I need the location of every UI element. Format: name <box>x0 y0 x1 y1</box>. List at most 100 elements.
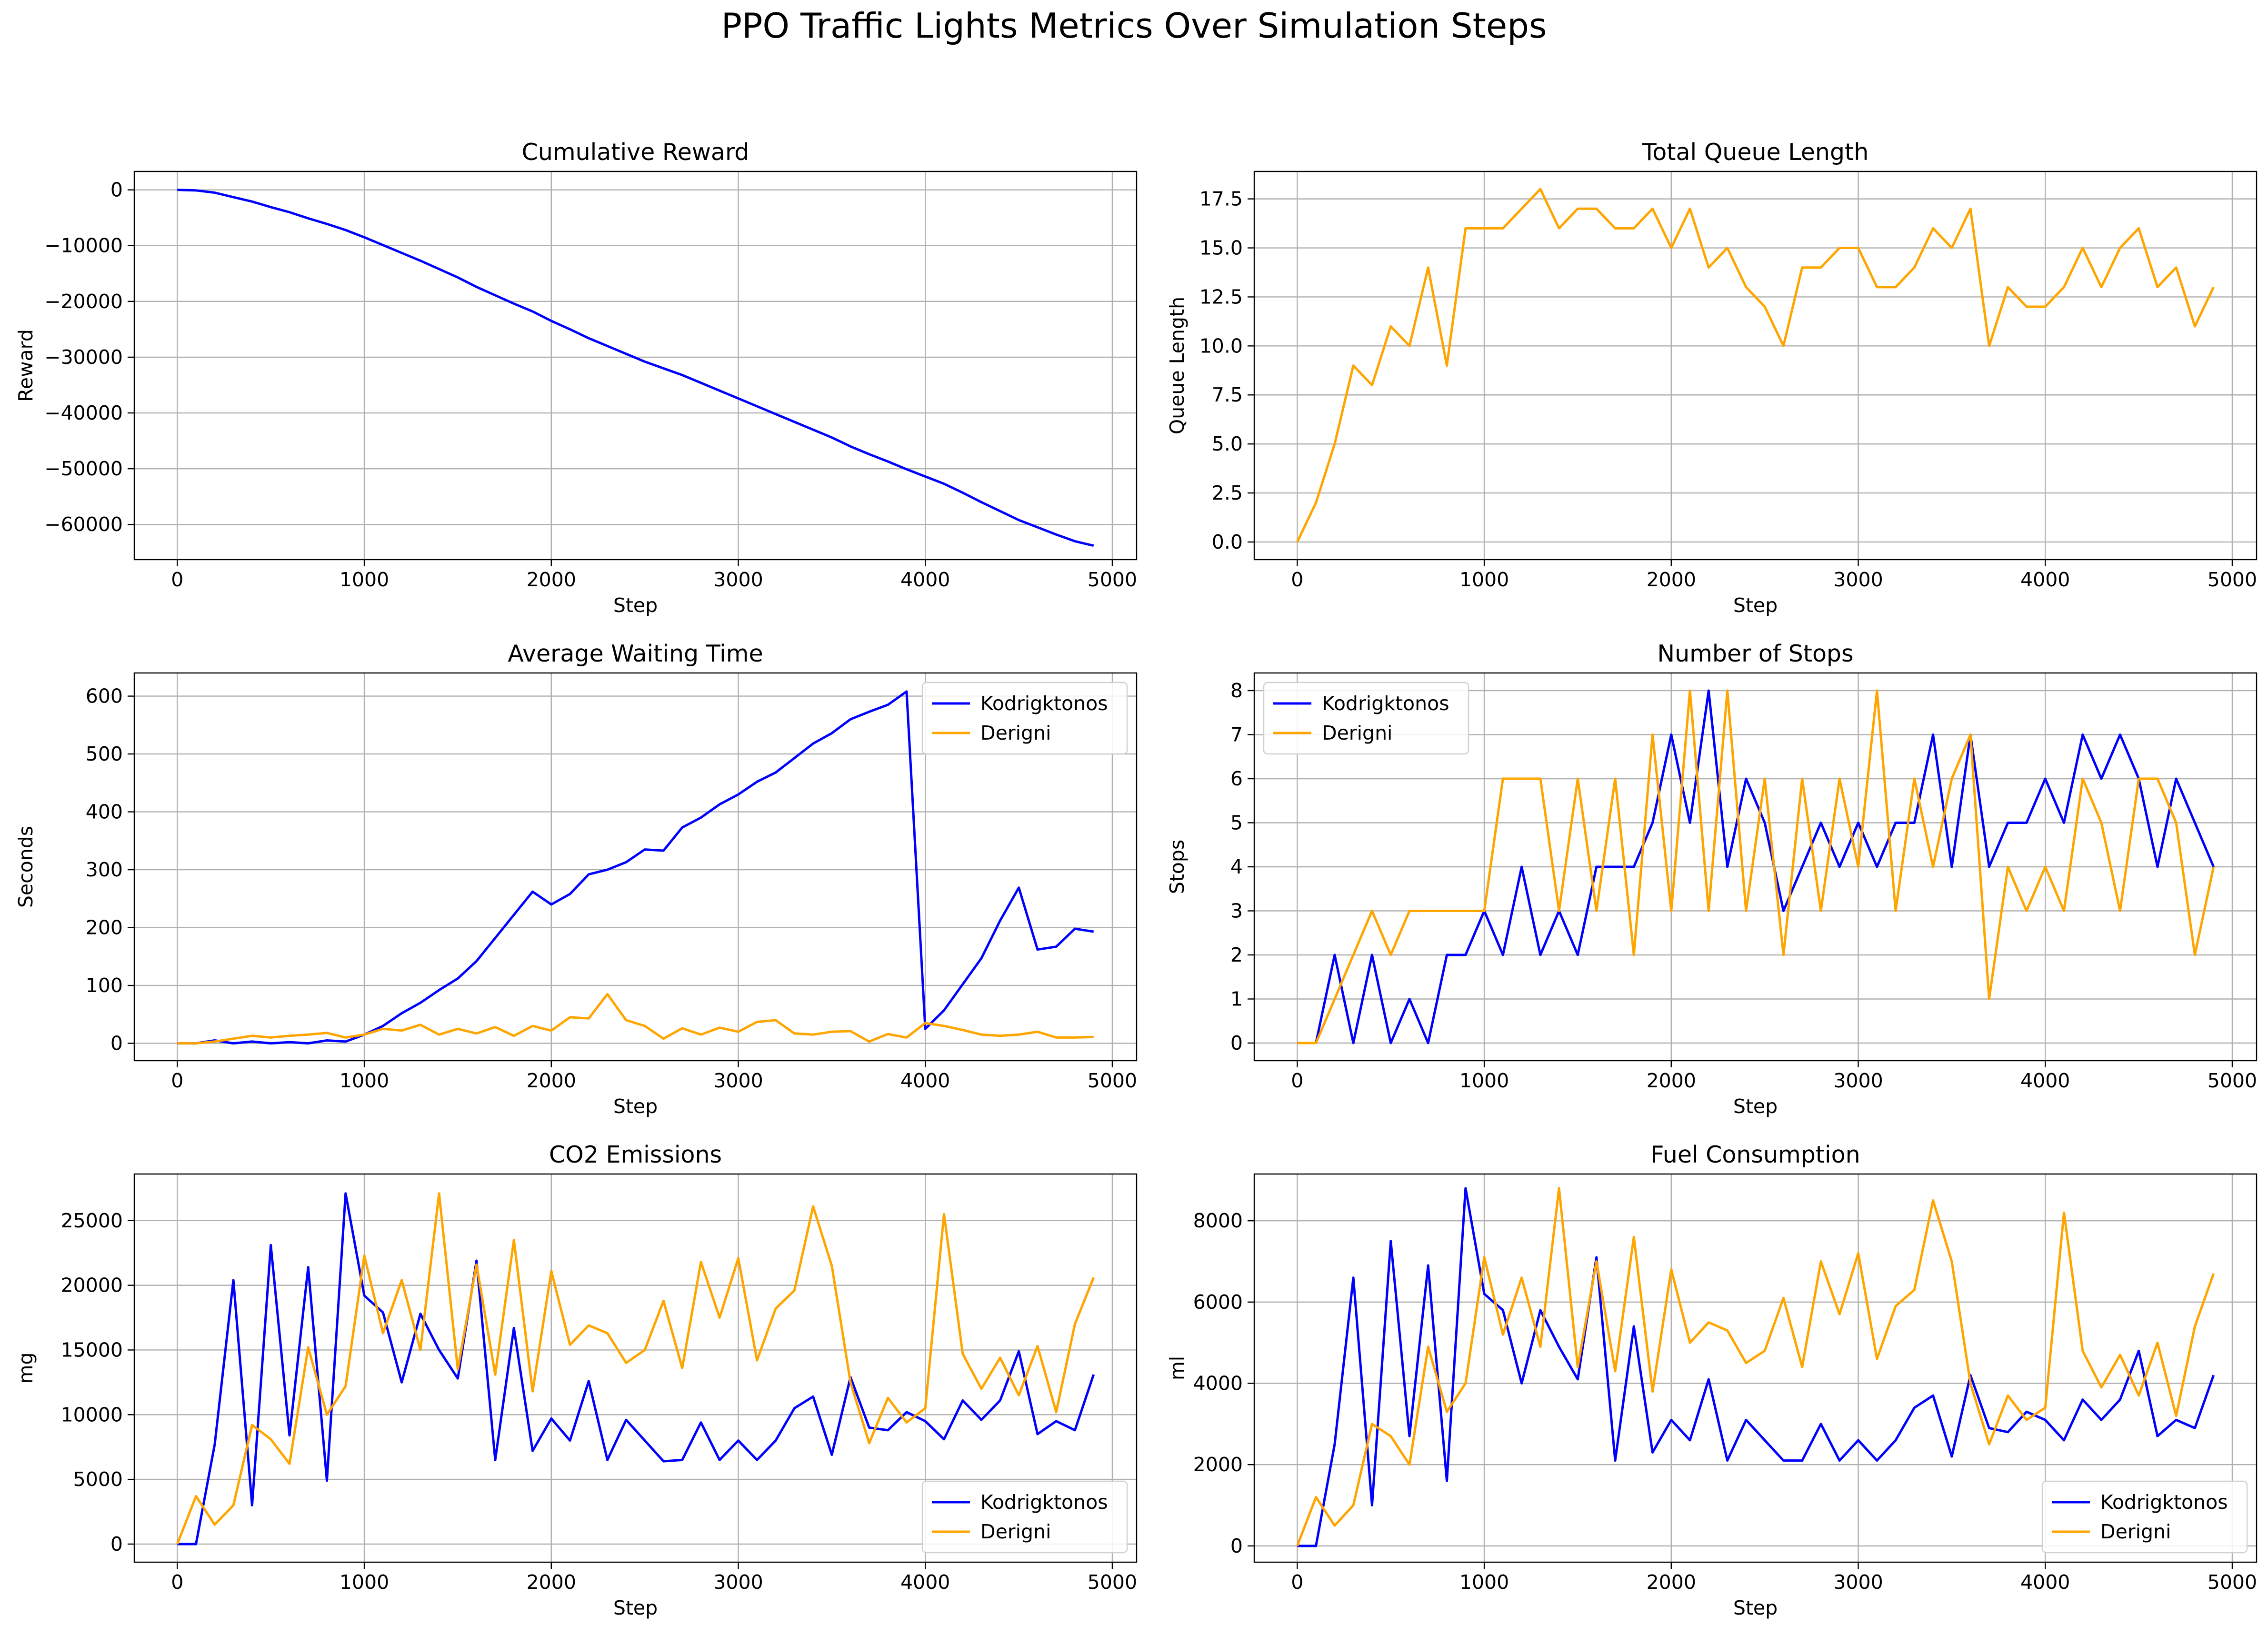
x-tick-label: 4000 <box>2020 1571 2070 1594</box>
y-axis-label: mg <box>14 1353 37 1384</box>
legend-label-kodrigktonos: Kodrigktonos <box>980 1491 1108 1514</box>
y-tick-label: 10000 <box>61 1403 123 1426</box>
panel-co2-emissions: 0 1000 2000 3000 4000 5000 0 5000 10000 15000 2000… <box>14 1141 1138 1619</box>
x-tick-label: 0 <box>1291 1069 1303 1092</box>
y-tick-label: 400 <box>86 801 123 823</box>
panel-title: Total Queue Length <box>1642 139 1869 166</box>
x-tick-label: 3000 <box>713 568 763 591</box>
x-axis-label: Step <box>1733 1095 1778 1118</box>
y-tick-label: 3 <box>1230 900 1243 923</box>
y-tick-label: 0 <box>110 1533 123 1556</box>
x-tick-label: 5000 <box>2208 1069 2257 1092</box>
panel-number-of-stops: 0 1000 2000 3000 4000 5000 0 1 2 3 4 5 6 7 8 Number of … <box>1166 640 2258 1118</box>
panel-title: Number of Stops <box>1657 640 1853 667</box>
x-tick-label: 3000 <box>713 1571 763 1594</box>
x-tick-label: 2000 <box>527 1069 576 1092</box>
panel-cumulative-reward: 0 1000 2000 3000 4000 5000 0 −10000 −20000 −30000… <box>14 139 1138 617</box>
series-line-kodrigktonos <box>177 690 1094 1045</box>
panel-title: Average Waiting Time <box>508 640 763 667</box>
y-tick-label: 25000 <box>61 1209 123 1232</box>
y-tick-label: 5000 <box>73 1468 123 1491</box>
x-tick-label: 2000 <box>1647 1069 1696 1092</box>
legend-box <box>921 682 1128 755</box>
y-tick-label: −50000 <box>44 457 123 480</box>
y-tick-label: 7.5 <box>1212 383 1243 406</box>
y-tick-label: 17.5 <box>1199 188 1243 211</box>
y-tick-label: 6 <box>1230 767 1243 790</box>
x-tick-label: 5000 <box>1088 1571 1137 1594</box>
y-axis-label: Stops <box>1166 840 1189 894</box>
panel-total-queue-length: 0 1000 2000 3000 4000 5000 0.0 2.5 5.0 7.5 10.0 12.… <box>1166 139 2258 617</box>
x-tick-label: 4000 <box>900 1069 950 1092</box>
series-line-main <box>1296 188 2215 543</box>
x-tick-label: 2000 <box>527 1571 576 1594</box>
y-tick-label: 15.0 <box>1199 237 1243 260</box>
y-axis-label: Reward <box>14 329 37 402</box>
plot-frame <box>133 672 1138 1062</box>
series-line-derigni <box>1297 689 2215 1044</box>
series-line-main <box>177 189 1094 547</box>
series-line-kodrigktonos <box>177 1192 1095 1546</box>
series-line-derigni <box>176 1192 1095 1545</box>
x-tick-label: 5000 <box>1088 1069 1137 1092</box>
y-tick-label: 10.0 <box>1199 334 1243 357</box>
x-tick-label: 1000 <box>1459 1069 1509 1092</box>
panel-title: Fuel Consumption <box>1650 1141 1860 1168</box>
y-tick-label: −20000 <box>44 290 123 313</box>
figure-title: PPO Traffic Lights Metrics Over Simulati… <box>721 6 1547 46</box>
panel-title: CO2 Emissions <box>549 1141 722 1168</box>
legend-box <box>1263 682 1469 755</box>
y-tick-label: 6000 <box>1193 1291 1243 1314</box>
y-tick-label: 7 <box>1230 723 1243 746</box>
legend-box <box>921 1480 1128 1554</box>
plot-frame <box>1253 1173 2258 1563</box>
legend: Kodrigktonos Derigni <box>1263 682 1469 755</box>
x-axis-label: Step <box>613 1095 658 1118</box>
x-tick-label: 5000 <box>1088 568 1137 591</box>
y-tick-label: 5.0 <box>1212 432 1243 455</box>
legend-label-derigni: Derigni <box>980 1520 1051 1543</box>
x-tick-label: 2000 <box>1647 568 1696 591</box>
y-tick-label: 8 <box>1230 679 1243 702</box>
panel-title: Cumulative Reward <box>522 139 749 166</box>
x-tick-label: 1000 <box>340 568 389 591</box>
legend: Kodrigktonos Derigni <box>921 1480 1128 1554</box>
y-tick-label: 2 <box>1230 943 1243 966</box>
y-tick-label: 200 <box>86 916 123 939</box>
legend: Kodrigktonos Derigni <box>2041 1480 2248 1554</box>
legend-label-derigni: Derigni <box>2100 1520 2171 1543</box>
y-tick-label: 100 <box>86 974 123 997</box>
y-tick-label: 2000 <box>1193 1453 1243 1476</box>
y-tick-label: 500 <box>86 743 123 765</box>
y-axis-label: Queue Length <box>1166 297 1189 434</box>
y-tick-label: −40000 <box>44 401 123 424</box>
x-tick-label: 0 <box>1291 568 1303 591</box>
chart-panels: 0 1000 2000 3000 4000 50000−10000−20000−30000… <box>14 139 2258 1619</box>
y-tick-label: 5 <box>1230 812 1243 834</box>
y-axis-label: Seconds <box>14 826 37 908</box>
y-tick-label: −10000 <box>44 234 123 257</box>
y-tick-label: −30000 <box>44 346 123 369</box>
legend-box <box>2041 1480 2248 1554</box>
x-tick-label: 1000 <box>340 1571 389 1594</box>
y-tick-label: 0 <box>1230 1535 1243 1557</box>
x-tick-label: 3000 <box>713 1069 763 1092</box>
x-tick-label: 0 <box>171 1069 183 1092</box>
y-tick-label: 4000 <box>1193 1372 1243 1395</box>
x-tick-label: 0 <box>171 568 183 591</box>
x-axis-label: Step <box>1733 1596 1778 1619</box>
x-tick-label: 4000 <box>900 568 950 591</box>
y-tick-label: 8000 <box>1193 1209 1243 1232</box>
y-tick-label: 600 <box>86 685 123 708</box>
plot-frame <box>133 171 1138 561</box>
legend-label-kodrigktonos: Kodrigktonos <box>980 692 1108 715</box>
plot-frame <box>133 1173 1138 1563</box>
y-tick-label: 0 <box>1230 1032 1243 1054</box>
y-tick-label: 0.0 <box>1212 531 1243 553</box>
y-tick-label: 0 <box>110 1032 123 1055</box>
y-tick-label: 0 <box>110 179 123 201</box>
y-tick-label: 15000 <box>61 1338 123 1361</box>
x-axis-label: Step <box>613 594 658 617</box>
y-tick-label: −60000 <box>44 513 123 536</box>
